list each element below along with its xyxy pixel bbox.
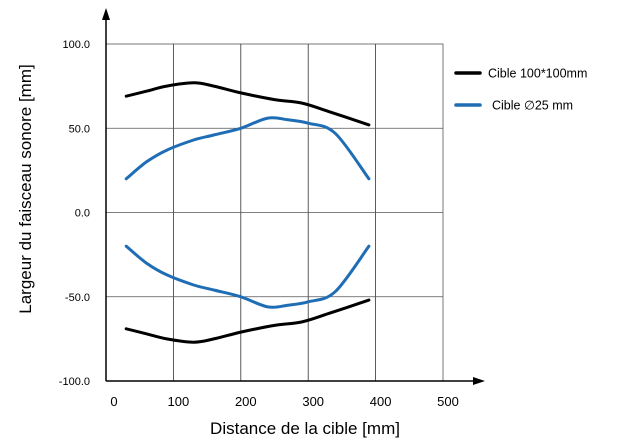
tick-labels: 0 100 200 300 400 500 100.0 50.0 0.0 -50.0 -100.0 <box>59 39 459 409</box>
legend: Cible 100*100mm Cible ∅25 mm <box>454 67 587 113</box>
x-axis-arrow <box>473 377 485 385</box>
axes <box>102 8 485 385</box>
grid <box>105 43 444 382</box>
x-tick-label: 300 <box>302 394 324 409</box>
y-tick-label: 100.0 <box>62 39 90 51</box>
x-tick-label: 0 <box>110 394 117 409</box>
series-layer <box>124 81 371 344</box>
series-0-lower-line <box>124 298 371 344</box>
y-tick-label: 50.0 <box>69 123 90 135</box>
series-1-upper-line <box>124 116 371 181</box>
x-tick-label: 200 <box>235 394 257 409</box>
y-tick-label: 0.0 <box>75 208 90 220</box>
y-axis-arrow <box>102 8 110 20</box>
legend-label-0: Cible 100*100mm <box>488 67 587 81</box>
y-tick-label: -50.0 <box>65 292 90 304</box>
y-axis-label: Largeur du faisceau sonore [mm] <box>16 64 35 313</box>
x-tick-label: 500 <box>437 394 459 409</box>
series-1-lower-line <box>124 244 371 309</box>
x-tick-label: 100 <box>168 394 190 409</box>
legend-label-1: Cible ∅25 mm <box>492 99 573 113</box>
x-axis-label: Distance de la cible [mm] <box>210 419 400 438</box>
series-0-upper-line <box>124 81 371 127</box>
x-tick-label: 400 <box>370 394 392 409</box>
y-tick-label: -100.0 <box>59 376 90 388</box>
